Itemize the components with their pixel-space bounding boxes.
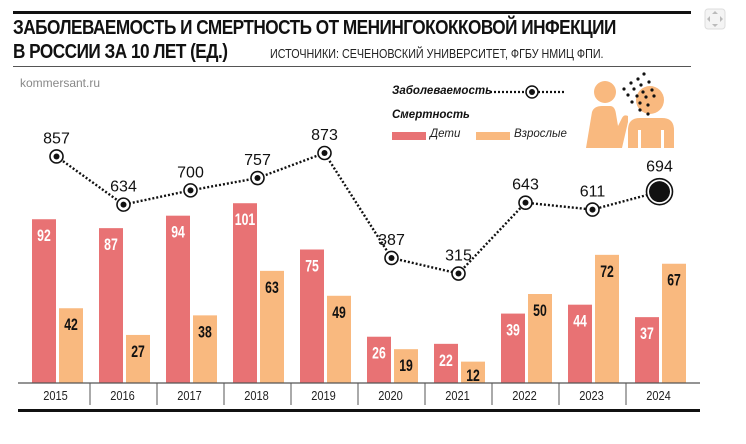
bars-group: 92 42 87 27 94 38 101 63 75 49 26 19 22 12 39 50 44 72 37 6… xyxy=(32,203,686,386)
x-tick-label: 2020 xyxy=(378,388,403,403)
bar-children xyxy=(300,249,324,383)
bar-label-children: 101 xyxy=(235,211,255,229)
bar-label-adults: 50 xyxy=(533,302,547,320)
bar-adults xyxy=(662,263,686,383)
bar-children xyxy=(568,304,592,383)
bar-label-children: 44 xyxy=(573,313,587,331)
incidence-marker xyxy=(589,206,596,213)
bar-label-adults: 42 xyxy=(64,316,78,334)
x-axis-group: 2015 2016 2017 2018 2019 2020 2021 2022 2023 2024 xyxy=(18,382,700,412)
expand-icon[interactable] xyxy=(704,8,726,30)
bar-adults xyxy=(327,295,351,383)
incidence-value-label: 315 xyxy=(445,248,472,265)
bar-adults xyxy=(595,254,619,383)
bar-adults xyxy=(461,361,485,383)
incidence-marker xyxy=(321,150,328,156)
bar-children xyxy=(635,317,659,383)
incidence-marker xyxy=(649,181,670,203)
bar-children xyxy=(32,219,56,383)
incidence-marker xyxy=(388,254,395,261)
bar-label-children: 26 xyxy=(372,345,386,363)
legend-children-swatch xyxy=(392,132,426,140)
legend-adults-swatch xyxy=(476,132,510,140)
incidence-marker xyxy=(522,199,529,206)
site-credit: kommersant.ru xyxy=(20,76,101,90)
incidence-value-label: 857 xyxy=(43,130,70,147)
x-tick-label: 2019 xyxy=(311,388,336,403)
bar-adults xyxy=(528,294,552,383)
bar-adults xyxy=(394,349,418,383)
bar-label-adults: 49 xyxy=(332,304,346,322)
incidence-marker xyxy=(254,175,261,182)
bar-children xyxy=(99,228,123,383)
x-tick-label: 2018 xyxy=(244,388,269,403)
incidence-marker xyxy=(455,270,462,277)
incidence-marker xyxy=(53,153,60,160)
people-cough-droplets-icon xyxy=(586,72,674,148)
incidence-value-label: 634 xyxy=(110,179,137,196)
incidence-value-label: 387 xyxy=(378,232,405,249)
incidence-line xyxy=(55,151,660,275)
x-tick-label: 2017 xyxy=(177,388,202,403)
incidence-value-label: 611 xyxy=(580,184,606,201)
incidence-marker xyxy=(120,201,127,208)
header-divider xyxy=(13,66,691,67)
chart-title-line1: ЗАБОЛЕВАЕМОСТЬ И СМЕРТНОСТЬ ОТ МЕНИНГОКО… xyxy=(13,17,616,39)
x-tick-label: 2015 xyxy=(43,388,68,403)
x-tick-label: 2016 xyxy=(110,388,135,403)
chart-title-line2: В РОССИИ ЗА 10 ЛЕТ (ЕД.) xyxy=(13,41,228,63)
bar-children xyxy=(501,313,525,383)
incidence-value-label: 700 xyxy=(177,164,204,181)
bar-label-children: 94 xyxy=(171,224,185,242)
x-tick-label: 2023 xyxy=(579,388,604,403)
incidence-value-label: 757 xyxy=(244,152,271,169)
bar-children xyxy=(233,203,257,383)
legend-incidence-label: Заболеваемость xyxy=(392,85,492,97)
incidence-value-label: 873 xyxy=(311,127,338,144)
bar-children xyxy=(434,343,458,383)
bar-label-children: 75 xyxy=(305,258,319,276)
legend-marker-dot xyxy=(529,89,535,95)
bar-children xyxy=(166,215,190,383)
incidence-line-group: 857 634 700 757 873 387 315 643 611 694 xyxy=(43,127,674,281)
legend-children-label: Дети xyxy=(430,128,461,140)
bar-label-adults: 38 xyxy=(198,324,212,342)
x-tick-label: 2022 xyxy=(512,388,537,403)
bar-label-children: 37 xyxy=(640,325,654,343)
bar-adults xyxy=(126,334,150,383)
incidence-value-label: 694 xyxy=(646,159,673,176)
bar-label-adults: 19 xyxy=(399,357,413,375)
incidence-value-label: 643 xyxy=(512,177,539,194)
bar-label-children: 87 xyxy=(104,236,118,254)
bar-adults xyxy=(193,315,217,383)
bar-children xyxy=(367,336,391,383)
bar-adults xyxy=(59,308,83,383)
bar-label-adults: 63 xyxy=(265,279,279,297)
sources-note: ИСТОЧНИКИ: СЕЧЕНОВСКИЙ УНИВЕРСИТЕТ, ФГБУ… xyxy=(270,47,604,61)
legend-incidence-marker xyxy=(490,85,566,99)
bar-label-adults: 12 xyxy=(466,367,480,385)
bar-label-adults: 27 xyxy=(131,343,145,361)
x-tick-label: 2021 xyxy=(445,388,470,403)
top-rule xyxy=(13,11,691,14)
x-tick-label: 2024 xyxy=(646,388,671,403)
bar-label-children: 92 xyxy=(37,227,51,245)
bar-label-adults: 72 xyxy=(600,263,614,281)
incidence-marker xyxy=(187,187,194,194)
bar-label-children: 22 xyxy=(439,352,453,370)
bar-label-adults: 67 xyxy=(667,272,681,290)
bar-label-children: 39 xyxy=(506,322,520,340)
legend-adults-label: Взрослые xyxy=(514,128,567,140)
bottom-rule xyxy=(18,409,700,412)
legend-mortality-label: Смертность xyxy=(392,109,470,121)
bar-adults xyxy=(260,270,284,383)
